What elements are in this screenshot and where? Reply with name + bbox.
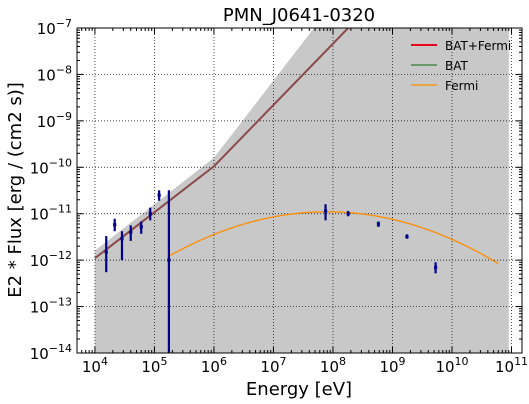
data-point (346, 212, 350, 216)
data-point (120, 237, 124, 241)
legend-label: BAT+Fermi (445, 39, 511, 53)
legend-label: Fermi (445, 79, 478, 93)
axes-frame (76, 27, 523, 354)
legend-entry: Fermi (411, 79, 478, 93)
chart-title: PMN_J0641-0320 (223, 5, 375, 26)
x-tick-label: 106 (201, 355, 227, 376)
x-tick-label: 107 (260, 355, 286, 376)
data-point (157, 193, 161, 197)
y-tick-label: 10−14 (30, 342, 72, 363)
y-tick-label: 10−9 (37, 110, 72, 131)
data-point (129, 230, 133, 234)
legend-entry: BAT+Fermi (411, 39, 511, 53)
data-point (113, 223, 117, 227)
legend: BAT+Fermi BAT Fermi (411, 39, 511, 93)
x-tick-label: 105 (141, 355, 167, 376)
y-tick-label: 10−7 (37, 17, 72, 38)
y-tick-label: 10−10 (30, 156, 72, 177)
plot-content (77, 28, 522, 353)
x-tick-label: 1010 (435, 355, 468, 376)
x-tick-label: 104 (82, 355, 108, 376)
y-tick-label: 10−12 (30, 249, 72, 270)
x-tick-label: 109 (379, 355, 405, 376)
y-tick-label: 10−8 (37, 63, 72, 84)
data-point (167, 258, 171, 262)
legend-entry: BAT (411, 59, 469, 73)
y-tick-label: 10−13 (30, 296, 72, 317)
y-tick-label: 10−11 (30, 203, 72, 224)
fermi-curve (167, 211, 499, 265)
y-axis-label: E2 * Flux [erg / (cm2 s)] (5, 82, 26, 298)
x-tick-label: 1011 (495, 355, 528, 376)
plot-area (76, 27, 523, 354)
data-point (148, 212, 152, 216)
x-tick-label: 108 (320, 355, 346, 376)
data-point (376, 222, 381, 226)
data-point (405, 235, 409, 239)
data-point (433, 265, 438, 269)
model-line (94, 28, 349, 260)
data-point (323, 209, 328, 213)
data-point (104, 250, 108, 254)
data-point (139, 225, 143, 229)
legend-label: BAT (445, 59, 469, 73)
x-axis-label: Energy [eV] (246, 379, 352, 400)
uncertainty-band (94, 28, 509, 353)
